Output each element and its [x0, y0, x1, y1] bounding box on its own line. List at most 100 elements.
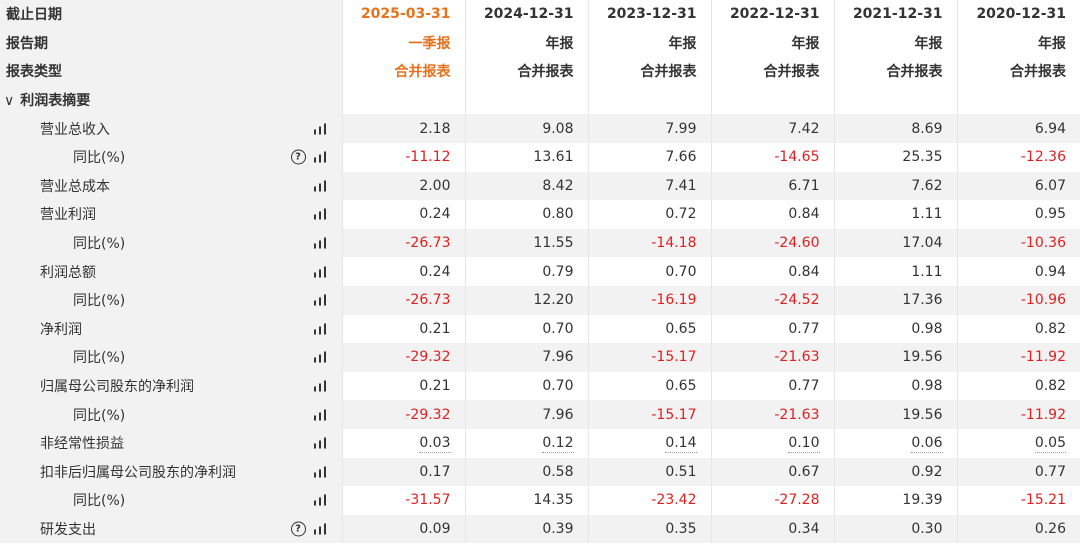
value-cell: -24.60 [710, 228, 834, 258]
bar-chart-icon[interactable] [313, 437, 328, 449]
value-cell: 0.70 [464, 371, 588, 401]
value-cell: 0.34 [710, 514, 834, 544]
value-link[interactable]: 0.10 [788, 435, 820, 454]
bar-chart-icon[interactable] [313, 494, 328, 506]
table-row: 净利润 0.21 0.70 0.65 0.77 0.98 0.82 [0, 314, 1080, 344]
header-row: 报表类型 合并报表 合并报表 合并报表 合并报表 合并报表 合并报表 [0, 57, 1080, 86]
value-cell: -23.42 [587, 486, 711, 515]
header-label: 报表类型 [6, 64, 62, 81]
bar-chart-icon[interactable] [313, 351, 328, 363]
bar-chart-icon[interactable] [313, 208, 328, 220]
row-label: 同比(%) [73, 407, 126, 424]
value-cell: 0.51 [587, 457, 711, 487]
value-cell: 7.66 [587, 142, 711, 172]
value-cell: -26.73 [341, 285, 465, 315]
bar-chart-icon-bar [313, 443, 317, 449]
bar-chart-icon[interactable] [313, 123, 328, 135]
row-label-cell: 扣非后归属母公司股东的净利润 [0, 457, 342, 487]
bar-chart-icon[interactable] [313, 323, 328, 335]
value-link[interactable]: 0.05 [1034, 435, 1066, 454]
value-cell: 2.18 [341, 114, 465, 143]
row-label-cell: 截止日期 [0, 0, 342, 29]
bar-chart-icon-bar [323, 294, 327, 306]
help-icon[interactable]: ? [290, 149, 306, 165]
value-cell: -31.57 [341, 486, 465, 515]
value-cell: 11.55 [464, 228, 588, 258]
bar-chart-icon[interactable] [313, 409, 328, 421]
bar-chart-icon[interactable] [313, 294, 328, 306]
value-cell: 12.20 [464, 285, 588, 315]
value-cell: 0.82 [956, 314, 1080, 344]
table-row: 营业总收入 2.18 9.08 7.99 7.42 8.69 6.94 [0, 114, 1080, 143]
value-cell: 14.35 [464, 486, 588, 515]
bar-chart-icon[interactable] [313, 466, 328, 478]
value-cell: 8.42 [464, 171, 588, 201]
bar-chart-icon[interactable] [313, 523, 328, 535]
bar-chart-icon-bar [318, 269, 322, 278]
value-cell: 0.30 [833, 514, 957, 544]
value-cell: -14.65 [710, 142, 834, 172]
value-cell: 2.00 [341, 171, 465, 201]
row-label: 归属母公司股东的净利润 [40, 379, 194, 396]
value-cell: -11.92 [956, 400, 1080, 429]
value-cell: 0.77 [710, 314, 834, 344]
bar-chart-icon[interactable] [313, 266, 328, 278]
bar-chart-icon-bar [318, 183, 322, 192]
table-row: 同比(%)? -11.12 13.61 7.66 -14.65 25.35 -12.36 [0, 142, 1080, 172]
value-link[interactable]: 0.03 [419, 435, 451, 454]
bar-chart-icon-bar [313, 386, 317, 392]
empty-cell [956, 85, 1080, 115]
value-link[interactable]: 0.06 [911, 435, 943, 454]
value-cell: -16.19 [587, 285, 711, 315]
bar-chart-icon-bar [313, 186, 317, 192]
value-cell: 0.94 [956, 257, 1080, 286]
table-row: 同比(%) -29.32 7.96 -15.17 -21.63 19.56 -11.92 [0, 343, 1080, 372]
row-label-cell: 报告期 [0, 28, 342, 58]
header-type: 合并报表 [587, 57, 711, 86]
value-cell: 0.70 [587, 257, 711, 286]
chevron-down-icon[interactable]: ∨ [4, 93, 15, 110]
value-cell: 19.56 [833, 400, 957, 429]
value-cell: 1.11 [833, 200, 957, 229]
value-cell: 0.98 [833, 371, 957, 401]
row-label: 营业总收入 [40, 121, 110, 138]
bar-chart-icon-bar [323, 523, 327, 535]
value-cell: -15.21 [956, 486, 1080, 515]
value-cell: -15.17 [587, 400, 711, 429]
table-row: 归属母公司股东的净利润 0.21 0.70 0.65 0.77 0.98 0.82 [0, 371, 1080, 401]
value-cell: 6.71 [710, 171, 834, 201]
value-cell: 13.61 [464, 142, 588, 172]
bar-chart-icon[interactable] [313, 237, 328, 249]
bar-chart-icon[interactable] [313, 180, 328, 192]
value-cell: 0.17 [341, 457, 465, 487]
row-label: 同比(%) [73, 150, 126, 167]
value-cell: 0.24 [341, 257, 465, 286]
value-cell: 7.62 [833, 171, 957, 201]
header-row: 报告期 一季报 年报 年报 年报 年报 年报 [0, 28, 1080, 58]
row-label-cell: 同比(%) [0, 285, 342, 315]
value-cell: -26.73 [341, 228, 465, 258]
value-cell: 8.69 [833, 114, 957, 143]
bar-chart-icon[interactable] [313, 151, 328, 163]
bar-chart-icon-bar [318, 240, 322, 249]
value-link[interactable]: 0.12 [542, 435, 574, 454]
value-cell: -10.36 [956, 228, 1080, 258]
value-cell: 19.56 [833, 343, 957, 372]
table-row: 利润总额 0.24 0.79 0.70 0.84 1.11 0.94 [0, 257, 1080, 286]
value-link[interactable]: 0.14 [665, 435, 697, 454]
table-row: 营业利润 0.24 0.80 0.72 0.84 1.11 0.95 [0, 200, 1080, 229]
value-cell: 0.12 [464, 428, 588, 458]
row-label: 利润总额 [40, 264, 96, 281]
value-cell: -15.17 [587, 343, 711, 372]
bar-chart-icon-bar [323, 123, 327, 135]
bar-chart-icon-bar [318, 126, 322, 135]
help-icon[interactable]: ? [290, 521, 306, 537]
bar-chart-icon[interactable] [313, 380, 328, 392]
value-cell: 0.95 [956, 200, 1080, 229]
value-cell: -21.63 [710, 343, 834, 372]
header-date: 2020-12-31 [956, 0, 1080, 29]
section-header-row[interactable]: ∨ 利润表摘要 [0, 85, 1080, 115]
value-cell: 0.35 [587, 514, 711, 544]
value-cell: -21.63 [710, 400, 834, 429]
bar-chart-icon-bar [318, 297, 322, 306]
